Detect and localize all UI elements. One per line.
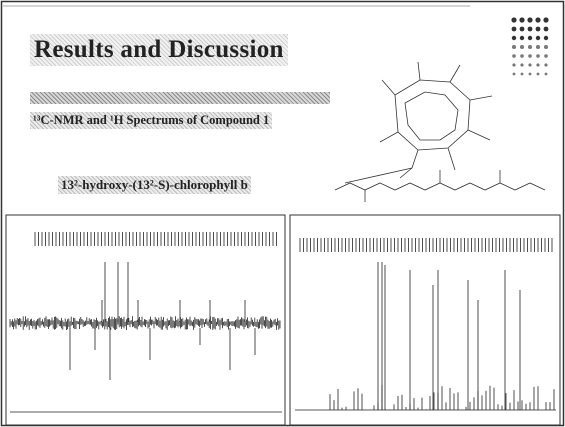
dot [536,27,541,32]
dot [544,36,548,40]
dot [543,17,548,22]
dot [535,17,540,22]
dot [536,36,540,40]
proton-spectrum [295,238,556,410]
dot [520,54,524,58]
dot [512,36,516,40]
dot-grid [511,17,548,75]
dot [528,63,531,66]
molecule [335,62,545,202]
dot [512,54,516,58]
dot [528,54,532,58]
dot [520,45,524,49]
dot [521,73,524,76]
dot [529,73,532,76]
dot [528,27,533,32]
dot [513,73,516,76]
spectrum-panel-right [290,215,560,425]
dot [544,54,548,58]
dot [511,17,516,22]
dot [512,27,517,32]
dot [520,36,524,40]
dot [536,54,540,58]
dot [528,36,532,40]
dot [519,17,524,22]
dot [520,63,523,66]
dot [544,63,547,66]
dot [536,45,540,49]
dot [512,63,515,66]
dot [537,73,540,76]
dot [544,27,549,32]
compound-name: 13²-hydroxy-(13²-S)-chlorophyll b [58,176,251,194]
slide-subtitle: ¹³C-NMR and ¹H Spectrums of Compound 1 [30,112,272,129]
dot [520,27,525,32]
dot [544,45,548,49]
dot [527,17,532,22]
banner-bar [30,92,330,104]
carbon-spectrum [10,232,282,412]
dot [536,63,539,66]
slide-title: Results and Discussion [30,34,288,66]
dot [528,45,532,49]
dot [512,45,516,49]
slide: Results and Discussion ¹³C-NMR and ¹H Sp… [0,0,565,427]
dot [545,73,548,76]
